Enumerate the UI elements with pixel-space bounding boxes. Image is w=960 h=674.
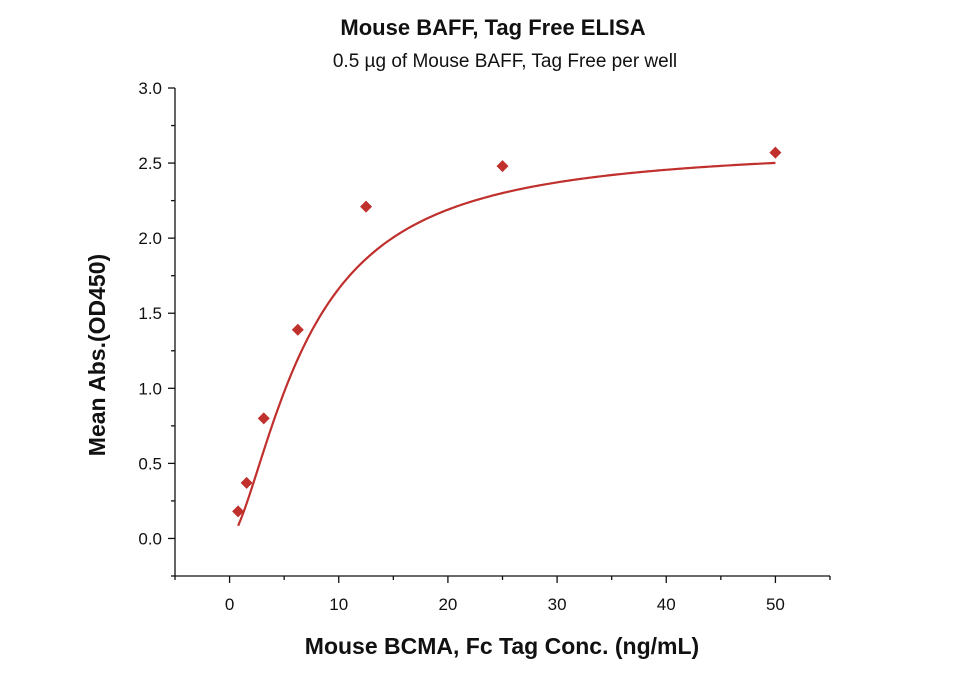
data-points [232, 146, 782, 518]
chart-title: Mouse BAFF, Tag Free ELISA [340, 15, 645, 40]
data-point [496, 160, 509, 173]
y-tick-label: 3.0 [138, 79, 162, 98]
y-tick-label: 1.5 [138, 304, 162, 323]
y-tick-label: 0.0 [138, 529, 162, 548]
x-axis-label: Mouse BCMA, Fc Tag Conc. (ng/mL) [305, 633, 699, 659]
y-tick-label: 2.0 [138, 229, 162, 248]
x-tick-label: 10 [329, 595, 348, 614]
data-point [232, 505, 245, 518]
chart-subtitle: 0.5 µg of Mouse BAFF, Tag Free per well [333, 51, 677, 72]
data-point [240, 476, 253, 489]
y-tick-label: 2.5 [138, 154, 162, 173]
x-tick-label: 30 [548, 595, 567, 614]
x-ticks: 0 10 20 30 40 50 [174, 576, 831, 614]
x-tick-label: 40 [657, 595, 676, 614]
x-tick-label: 20 [438, 595, 457, 614]
data-point [769, 146, 782, 159]
y-axis-label: Mean Abs.(OD450) [84, 254, 110, 456]
y-tick-label: 1.0 [138, 379, 162, 398]
y-ticks: 0.0 0.5 1.0 1.5 2.0 2.5 3.0 [138, 79, 175, 577]
data-point [291, 323, 304, 336]
data-point [360, 200, 373, 213]
x-tick-label: 0 [225, 595, 234, 614]
data-point [257, 412, 270, 425]
x-tick-label: 50 [766, 595, 785, 614]
fit-curve [237, 161, 776, 527]
y-tick-label: 0.5 [138, 454, 162, 473]
